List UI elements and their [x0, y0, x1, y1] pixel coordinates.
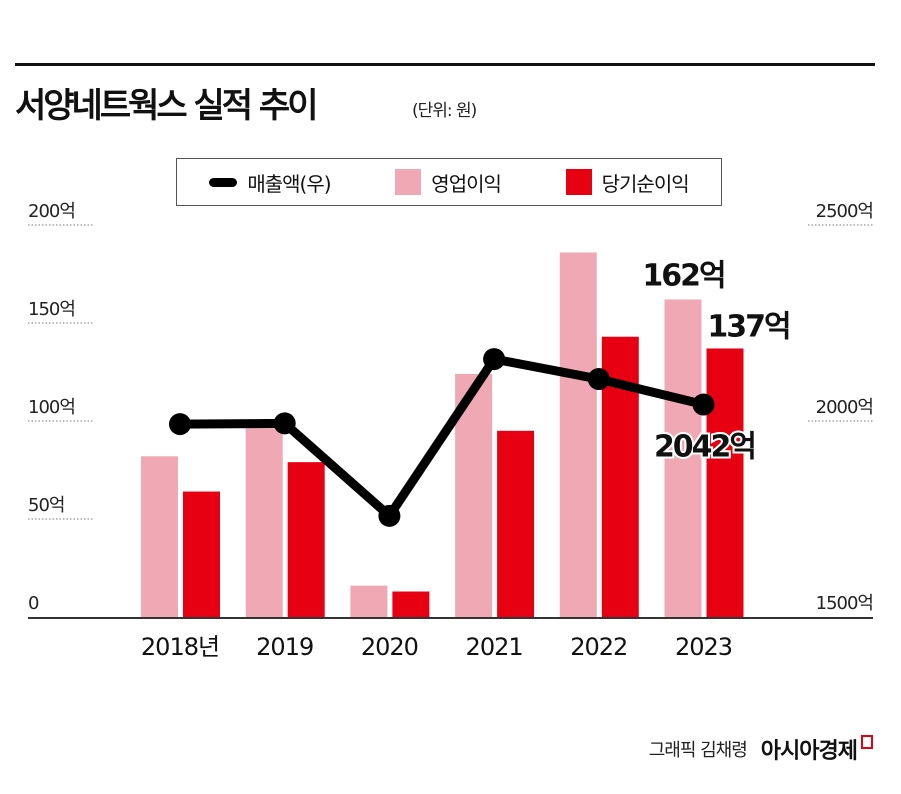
legend-swatch-operating [395, 169, 422, 195]
left-tick-label: 100억 [28, 397, 75, 418]
right-tick-label: 2500억 [816, 201, 873, 222]
right-tick-label: 1500억 [816, 593, 873, 614]
revenue-point [692, 393, 715, 416]
x-tick-label: 2021 [466, 633, 523, 661]
bar-operating-profit [664, 299, 702, 617]
legend-label: 영업이익 [431, 171, 502, 196]
legend-swatch-net [565, 169, 592, 195]
left-tick-label: 0 [28, 593, 39, 614]
x-tick-label: 2019 [256, 633, 313, 661]
footer: 그래픽 김채령 아시아경제 [649, 733, 873, 765]
data-label-net-2023: 137억 [707, 309, 789, 344]
bar-net-income [706, 348, 744, 617]
bar-operating-profit [141, 456, 178, 617]
top-rule [15, 63, 875, 66]
right-tick-label: 2000억 [816, 397, 873, 418]
bar-operating-profit [455, 373, 493, 617]
bar-net-income [183, 491, 220, 617]
revenue-point [273, 412, 296, 435]
revenue-point [483, 348, 506, 371]
unit-label: (단위: 원) [412, 101, 477, 121]
legend-revenue: 매출액(우) [209, 168, 332, 197]
bar-operating-profit [245, 426, 283, 617]
x-tick-label: 2020 [361, 633, 418, 661]
left-tick-label: 50억 [28, 495, 64, 516]
left-tick-label: 200억 [28, 201, 75, 222]
data-label-revenue-2023: 2042억 [654, 430, 755, 465]
bar-operating-profit [559, 252, 597, 617]
legend: 매출액(우) 영업이익 당기순이익 [176, 158, 722, 206]
brand-mark-icon [861, 735, 873, 749]
revenue-point [587, 368, 610, 391]
x-tick-label: 2023 [675, 633, 732, 661]
bar-net-income [392, 591, 430, 617]
revenue-point [378, 504, 401, 527]
graphic-credit: 그래픽 김채령 [648, 740, 748, 761]
legend-label: 당기순이익 [601, 171, 690, 196]
x-tick-label: 2022 [570, 633, 627, 661]
chart-title: 서양네트웍스 실적 추이 [15, 86, 318, 126]
revenue-line [179, 354, 705, 521]
revenue-point [169, 413, 191, 436]
legend-label: 매출액(우) [247, 171, 331, 196]
bar-net-income [497, 430, 535, 617]
data-label-operating-2023: 162억 [642, 258, 724, 293]
legend-operating: 영업이익 [395, 168, 502, 197]
legend-line-swatch [209, 177, 238, 187]
bar-net-income [287, 462, 325, 617]
legend-net: 당기순이익 [565, 168, 690, 197]
left-tick-label: 150억 [28, 299, 75, 320]
x-tick-label: 2018년 [141, 633, 219, 661]
brand-logo: 아시아경제 [760, 739, 858, 764]
bar-operating-profit [350, 585, 388, 617]
bar-net-income [601, 336, 639, 617]
